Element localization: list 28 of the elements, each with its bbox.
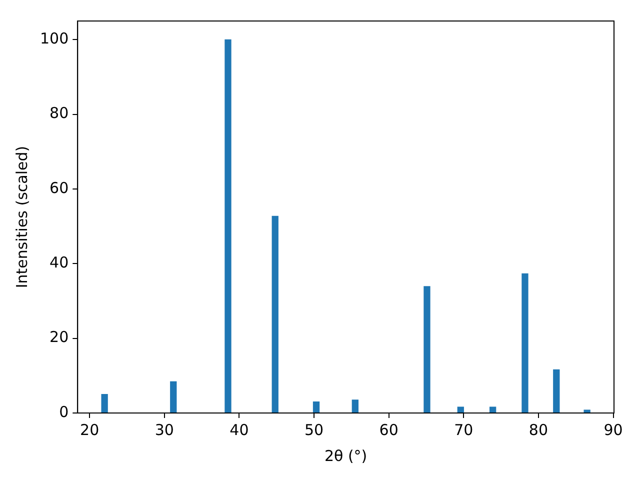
y-axis-title: Intensities (scaled) xyxy=(12,146,31,288)
bar xyxy=(312,401,320,413)
x-tick-label: 70 xyxy=(454,420,474,439)
y-tick-label: 40 xyxy=(50,254,69,272)
y-tick-label: 80 xyxy=(50,104,69,122)
y-tick-label: 100 xyxy=(40,30,69,48)
bar xyxy=(457,406,464,413)
y-tick-label: 20 xyxy=(50,328,69,346)
bar xyxy=(522,273,528,413)
x-tick-label: 30 xyxy=(154,420,174,439)
bar xyxy=(584,410,590,413)
bar xyxy=(352,400,358,413)
bar xyxy=(272,216,278,413)
x-tick-label: 80 xyxy=(528,420,548,439)
bar xyxy=(101,394,108,413)
bar xyxy=(489,406,496,413)
x-tick-label: 50 xyxy=(304,420,324,439)
bar xyxy=(424,286,430,413)
bar xyxy=(170,381,177,413)
bar xyxy=(224,39,232,413)
x-tick-label: 40 xyxy=(230,420,249,439)
x-axis-title: 2θ (°) xyxy=(324,446,368,465)
x-tick-label: 90 xyxy=(604,420,623,439)
bar xyxy=(553,369,560,413)
y-tick-label: 0 xyxy=(59,402,69,421)
x-tick-label: 60 xyxy=(379,420,398,439)
y-tick-label: 60 xyxy=(50,178,69,197)
x-tick-label: 20 xyxy=(80,420,100,439)
